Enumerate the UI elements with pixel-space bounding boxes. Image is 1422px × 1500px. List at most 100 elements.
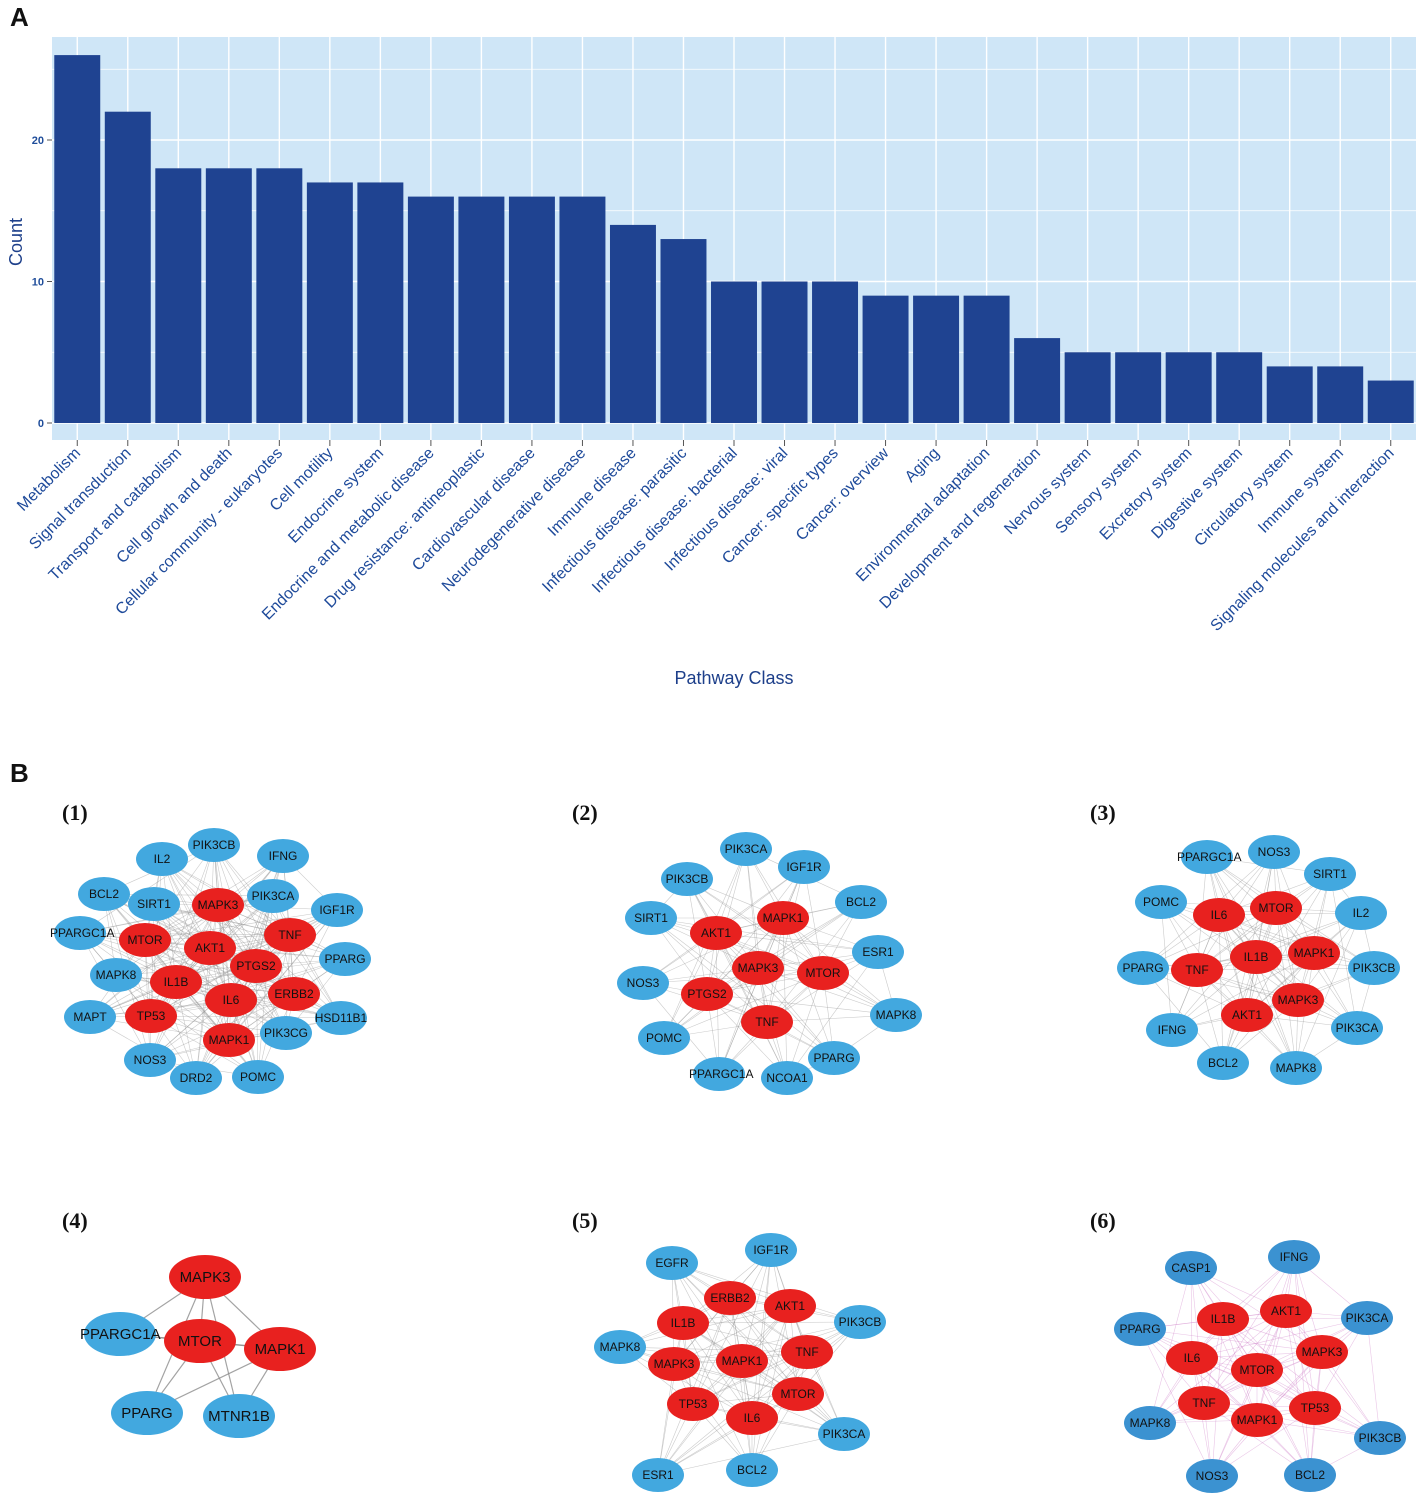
bar — [1115, 352, 1162, 423]
node-mapk1: MAPK1 — [1231, 1403, 1283, 1437]
network-title: (3) — [1090, 800, 1116, 825]
node-mapk3: MAPK3 — [1296, 1335, 1348, 1369]
hub-node-shape — [1288, 936, 1340, 970]
hub-node-shape — [797, 956, 849, 990]
node-label: MAPK3 — [180, 1269, 231, 1286]
node-tp53: TP53 — [667, 1387, 719, 1421]
peripheral-node-shape — [1248, 835, 1300, 869]
node-akt1: AKT1 — [184, 931, 236, 965]
peripheral-node-shape — [1270, 1051, 1322, 1085]
node-bcl2: BCL2 — [1284, 1458, 1336, 1492]
node-label: AKT1 — [701, 926, 731, 940]
node-label: MTOR — [1258, 901, 1293, 915]
edge — [1160, 901, 1299, 1001]
node-nos3: NOS3 — [617, 966, 669, 1000]
edge — [153, 903, 287, 1034]
hub-node-shape — [667, 1387, 719, 1421]
hub-node-shape — [244, 1327, 316, 1371]
node-label: MAPK8 — [1276, 1061, 1317, 1075]
node-label: BCL2 — [737, 1463, 767, 1477]
edge — [103, 893, 274, 897]
peripheral-node-shape — [693, 1057, 745, 1091]
hub-node-shape — [230, 949, 282, 983]
hub-node-shape — [726, 1401, 778, 1435]
node-label: ERBB2 — [274, 987, 314, 1001]
node-il1b: IL1B — [657, 1306, 709, 1340]
edge — [1329, 873, 1358, 1029]
edge — [1139, 1328, 1316, 1409]
node-ptgs2: PTGS2 — [681, 977, 733, 1011]
edge — [1293, 1256, 1316, 1409]
bar — [407, 196, 454, 423]
node-label: IFNG — [269, 849, 298, 863]
bar — [155, 168, 202, 423]
y-tick-label: 0 — [38, 418, 44, 430]
edge — [657, 1305, 791, 1476]
node-label: MAPK8 — [600, 1340, 641, 1354]
node-pparg: PPARG — [1114, 1312, 1166, 1346]
hub-node-shape — [741, 1005, 793, 1039]
edge — [619, 1346, 753, 1419]
edge — [1139, 1328, 1213, 1477]
node-label: TP53 — [1301, 1401, 1330, 1415]
edge — [230, 909, 338, 1001]
edge — [751, 1351, 808, 1471]
node-label: MAPK1 — [1237, 1413, 1278, 1427]
peripheral-node-shape — [247, 879, 299, 913]
node-mapk1: MAPK1 — [1288, 936, 1340, 970]
node-akt1: AKT1 — [1221, 998, 1273, 1032]
node-label: AKT1 — [775, 1299, 805, 1313]
node-label: TNF — [278, 928, 301, 942]
edge — [209, 855, 284, 949]
edge — [1206, 856, 1299, 1001]
peripheral-node-shape — [1348, 951, 1400, 985]
edge — [619, 1346, 808, 1353]
edge — [706, 901, 862, 995]
peripheral-node-shape — [78, 877, 130, 911]
node-mtor: MTOR — [164, 1319, 236, 1363]
hub-node-shape — [704, 1281, 756, 1315]
node-label: MAPK1 — [255, 1341, 306, 1358]
node-tnf: TNF — [1178, 1386, 1230, 1420]
edge — [671, 1262, 799, 1395]
node-label: PPARGC1A — [80, 1326, 161, 1343]
hub-node-shape — [757, 901, 809, 935]
peripheral-node-shape — [84, 1312, 156, 1356]
edge — [650, 917, 879, 953]
edge — [729, 1297, 753, 1471]
node-mtnr1b: MTNR1B — [203, 1394, 275, 1438]
node-label: PIK3CB — [1359, 1431, 1402, 1445]
node-esr1: ESR1 — [852, 935, 904, 969]
edge — [1142, 952, 1315, 969]
edge — [1246, 851, 1275, 1016]
node-label: IL1B — [1211, 1312, 1236, 1326]
node-label: ESR1 — [642, 1468, 674, 1482]
bar — [54, 55, 101, 423]
network-5: (5) ERBB2 AKT1 IL1B MAPK3 MAPK1 TNF TP53 IL6 MTOR… — [572, 1208, 886, 1492]
node-label: ESR1 — [862, 945, 894, 959]
node-label: NCOA1 — [766, 1071, 808, 1085]
node-mtor: MTOR — [1250, 891, 1302, 925]
nodes: MAPK3 MTOR MAPK1 PPARGC1A PPARG MTNR1B — [80, 1255, 316, 1438]
node-label: NOS3 — [134, 1053, 167, 1067]
node-label: IL2 — [154, 852, 171, 866]
edge — [650, 917, 824, 974]
bar — [862, 295, 909, 423]
peripheral-node-shape — [646, 1246, 698, 1280]
node-label: PPARGC1A — [1177, 850, 1241, 864]
edge — [745, 848, 759, 969]
edge — [1218, 914, 1297, 1069]
edge — [1196, 967, 1375, 971]
node-il6: IL6 — [1166, 1341, 1218, 1375]
hub-node-shape — [1231, 1403, 1283, 1437]
node-pik3ca: PIK3CA — [818, 1417, 870, 1451]
edge — [1149, 1310, 1287, 1424]
edge — [686, 878, 768, 1023]
edge — [228, 934, 291, 1041]
nodes: AKT1 MAPK1 MAPK3 MTOR PTGS2 TNF PIK3CA PIK3CB IG… — [617, 832, 922, 1095]
hub-node-shape — [1197, 1302, 1249, 1336]
edge — [161, 858, 346, 960]
hub-node-shape — [125, 999, 177, 1033]
node-nos3: NOS3 — [1248, 835, 1300, 869]
edge — [103, 893, 152, 1017]
